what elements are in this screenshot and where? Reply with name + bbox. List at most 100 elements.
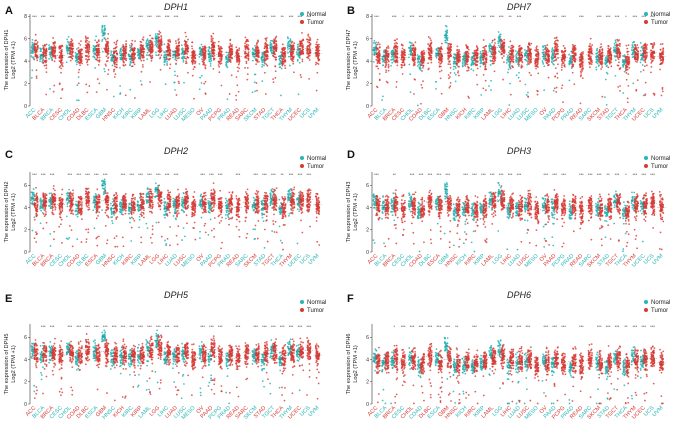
normal-point — [382, 95, 384, 98]
tumor-point — [483, 48, 486, 50]
normal-point — [226, 98, 229, 101]
tumor-point — [509, 49, 512, 52]
tumor-point — [476, 64, 478, 67]
tumor-point — [84, 41, 87, 44]
tumor-point — [316, 53, 319, 56]
tumor-point — [378, 72, 381, 75]
normal-point — [508, 104, 511, 106]
category-gbm: ***GBM — [95, 14, 110, 120]
tumor-point — [386, 81, 389, 84]
tumor-point — [212, 67, 215, 70]
normal-point — [138, 54, 141, 57]
tumor-point — [211, 46, 214, 49]
normal-point — [110, 51, 113, 54]
tumor-point — [561, 54, 564, 57]
normal-point — [490, 79, 492, 82]
normal-point — [95, 35, 98, 38]
tumor-point — [158, 30, 161, 33]
tumor-point — [36, 48, 39, 51]
normal-point — [506, 71, 509, 74]
normal-point — [68, 41, 70, 44]
tumor-point — [236, 66, 239, 69]
tumor-point — [211, 55, 214, 57]
tumor-point — [484, 79, 487, 82]
tumor-point — [203, 59, 205, 62]
normal-point — [119, 48, 122, 51]
tumor-point — [547, 64, 549, 67]
tumor-point — [274, 76, 277, 79]
category-blca: ***BLCA — [32, 14, 48, 122]
tumor-point — [246, 54, 249, 57]
tumor-point — [281, 51, 283, 54]
tumor-point — [80, 52, 82, 55]
tumor-point — [401, 47, 404, 50]
normal-point — [497, 31, 500, 33]
tumor-point — [85, 58, 87, 60]
normal-point — [119, 92, 122, 94]
tumor-point — [401, 73, 404, 75]
tumor-point — [204, 92, 207, 95]
tumor-point — [105, 64, 107, 67]
tumor-point — [535, 65, 538, 68]
tumor-point — [60, 63, 63, 66]
normal-point — [109, 54, 112, 56]
tumor-point — [191, 45, 193, 48]
normal-point — [445, 41, 448, 44]
normal-point — [296, 59, 299, 62]
tumor-point — [107, 32, 110, 35]
tumor-point — [421, 50, 423, 53]
tumor-point — [258, 60, 260, 63]
tumor-point — [217, 64, 220, 66]
normal-point — [182, 59, 185, 62]
tumor-point — [456, 62, 458, 65]
tumor-point — [281, 54, 284, 57]
tumor-point — [133, 63, 136, 66]
tumor-point — [308, 59, 311, 61]
normal-point — [390, 64, 392, 67]
tumor-point — [484, 53, 487, 56]
significance-label: *** — [156, 14, 161, 19]
tumor-point — [283, 50, 286, 53]
tumor-point — [553, 49, 556, 52]
tumor-point — [72, 55, 75, 58]
tumor-point — [503, 38, 506, 41]
tumor-point — [115, 52, 118, 55]
tumor-point — [85, 51, 88, 54]
tumor-point — [203, 53, 205, 56]
tumor-point — [113, 51, 116, 54]
tumor-point — [466, 46, 468, 48]
tumor-point — [81, 62, 83, 65]
tumor-point — [140, 45, 143, 47]
normal-point — [31, 41, 34, 44]
tumor-point — [476, 67, 479, 70]
tumor-point — [377, 48, 379, 51]
tumor-point — [254, 55, 257, 58]
tumor-point — [317, 45, 319, 48]
tumor-point — [43, 61, 45, 63]
tumor-point — [80, 48, 83, 51]
normal-point — [454, 67, 457, 69]
tumor-point — [385, 69, 388, 72]
category-dlbc: ***DLBC — [76, 14, 92, 122]
tumor-point — [555, 59, 557, 62]
tumor-point — [218, 65, 221, 68]
significance-label: *** — [76, 14, 81, 19]
tumor-point — [193, 66, 196, 68]
normal-point — [42, 44, 44, 47]
tumor-point — [236, 56, 238, 58]
significance-label: * — [456, 14, 458, 19]
tumor-point — [149, 81, 151, 83]
tumor-point — [449, 66, 452, 69]
tumor-point — [178, 53, 181, 56]
tumor-point — [130, 45, 133, 48]
normal-point — [198, 56, 201, 58]
tumor-point — [58, 51, 61, 54]
tumor-point — [231, 48, 234, 51]
tumor-point — [230, 50, 233, 53]
tumor-point — [69, 51, 72, 54]
tumor-point — [494, 53, 497, 56]
tumor-point — [158, 33, 160, 36]
normal-point — [164, 58, 167, 60]
tumor-point — [35, 75, 38, 78]
normal-point — [76, 58, 78, 61]
